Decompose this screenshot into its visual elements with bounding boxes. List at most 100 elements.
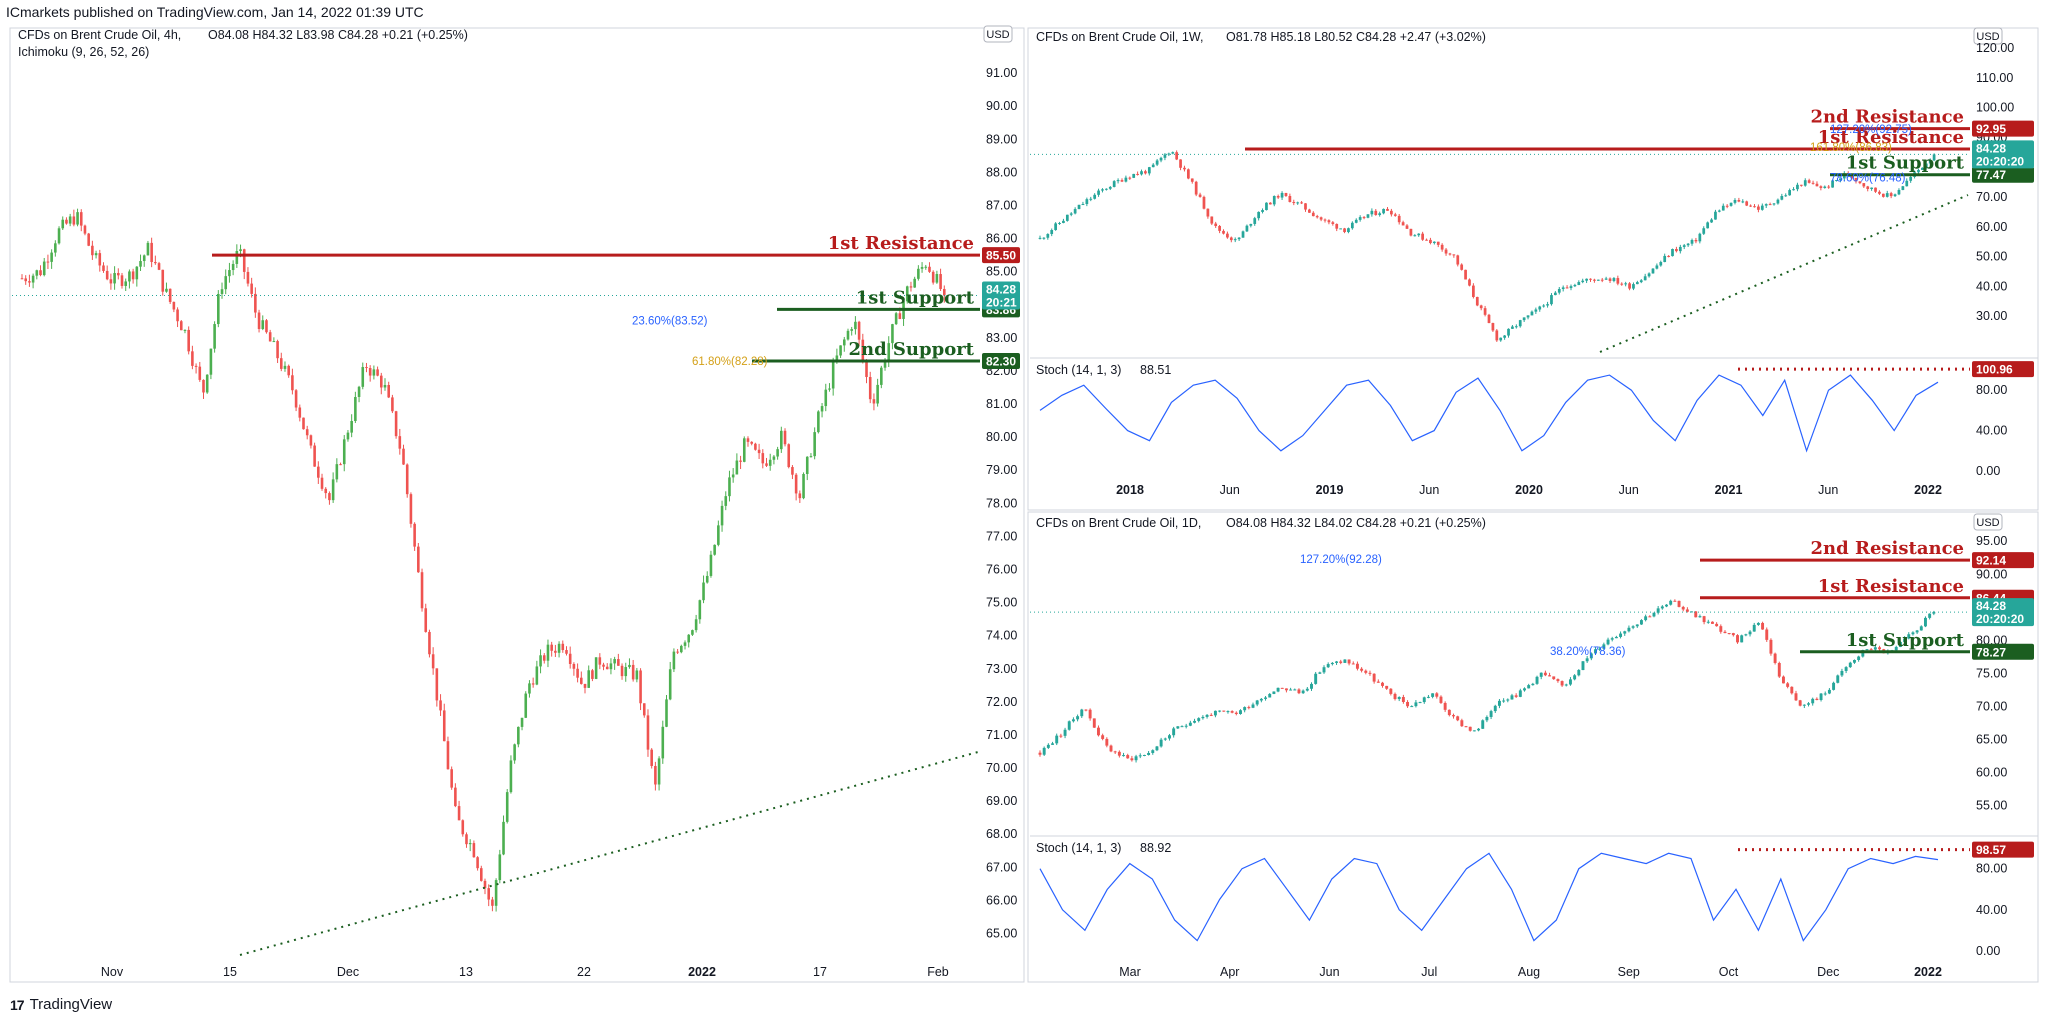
candle [1511, 326, 1514, 329]
candle [1911, 632, 1915, 635]
candle [650, 749, 653, 766]
candle [731, 474, 735, 478]
candle [487, 888, 491, 900]
candle [1330, 662, 1334, 665]
candle [31, 275, 35, 283]
candle [146, 242, 150, 256]
candle [598, 657, 602, 665]
stoch-level-tag: 100.96 [1976, 363, 2013, 377]
stoch-y-tick: 0.00 [1976, 464, 2000, 478]
candle [1439, 696, 1443, 703]
candle [1539, 672, 1543, 677]
candle [1631, 626, 1635, 628]
candle [1573, 675, 1577, 680]
candle [1452, 254, 1456, 256]
candle [1268, 693, 1272, 698]
candle [1736, 635, 1739, 643]
candle [1276, 687, 1280, 692]
indicator-label: Ichimoku (9, 26, 52, 26) [18, 45, 149, 59]
candle [1552, 676, 1556, 680]
y-tick-label: 77.00 [986, 529, 1017, 543]
candle [1376, 681, 1380, 683]
chart-title: CFDs on Brent Crude Oil, 4h, [18, 28, 181, 42]
candle [831, 362, 835, 389]
candle [1147, 752, 1151, 755]
candle [1870, 187, 1873, 189]
y-tick-label: 60.00 [1976, 220, 2007, 234]
candle [424, 608, 428, 632]
y-tick-label: 86.00 [986, 232, 1017, 246]
candle [1051, 743, 1054, 745]
candle [850, 329, 853, 331]
y-tick-label: 74.00 [986, 629, 1017, 643]
candle [1491, 323, 1495, 331]
candle [1514, 695, 1518, 697]
x-tick-label: 2022 [1914, 965, 1942, 979]
tradingview-logo-icon: 17 [10, 996, 25, 1013]
candle [409, 494, 413, 524]
level-label: 1st Resistance [1818, 127, 1964, 148]
candle [613, 659, 616, 664]
candle [1921, 167, 1924, 170]
candle [1477, 728, 1481, 731]
candle [1112, 181, 1116, 187]
candle [1222, 230, 1225, 234]
candle [1702, 616, 1706, 623]
candle [161, 269, 165, 292]
candle [1201, 716, 1205, 719]
candle [1917, 169, 1920, 173]
candle [824, 389, 828, 407]
candle [1619, 633, 1623, 637]
candle [68, 216, 72, 224]
candle [1786, 683, 1790, 687]
candle [787, 444, 791, 468]
candle [372, 369, 376, 376]
candle [1639, 280, 1643, 283]
candle [494, 880, 498, 906]
candle [454, 787, 457, 807]
candle [609, 663, 613, 670]
level-label: 1st Support [1846, 630, 1965, 651]
candle [361, 367, 365, 387]
candle [1218, 226, 1221, 231]
candle [1522, 317, 1526, 321]
candle [1193, 720, 1197, 723]
candle [1694, 239, 1698, 242]
candle [1414, 702, 1418, 707]
candle [1756, 622, 1760, 625]
candle [1499, 337, 1503, 341]
candle [591, 670, 594, 679]
candle [1343, 659, 1347, 663]
candle [1894, 646, 1898, 651]
candle [365, 367, 368, 369]
candle [1327, 220, 1331, 223]
candle [420, 572, 424, 609]
currency-box [1973, 27, 2003, 45]
candle [1764, 204, 1768, 206]
candle [772, 456, 776, 460]
candle [1489, 711, 1493, 717]
candle [602, 664, 605, 667]
y-tick-label: 76.00 [986, 562, 1017, 576]
candle [1339, 228, 1343, 230]
x-tick-label: 2019 [1316, 483, 1344, 497]
candle [1421, 233, 1424, 240]
candle [46, 261, 50, 263]
candle [1202, 196, 1206, 209]
candle [1239, 710, 1242, 714]
candle [168, 288, 172, 302]
candle [631, 664, 635, 680]
currency-box [983, 25, 1013, 43]
currency-box [1973, 513, 2003, 531]
candle [1065, 214, 1069, 221]
candle [1429, 239, 1432, 244]
candle [828, 388, 831, 390]
candle [1222, 710, 1226, 712]
ohlc-readout: O84.08 H84.32 L83.98 C84.28 +0.21 (+0.25… [208, 28, 468, 42]
candle [1861, 650, 1865, 657]
candle [1807, 703, 1810, 705]
candle [98, 253, 102, 266]
x-tick-label: Aug [1518, 965, 1540, 979]
candle [446, 741, 450, 770]
